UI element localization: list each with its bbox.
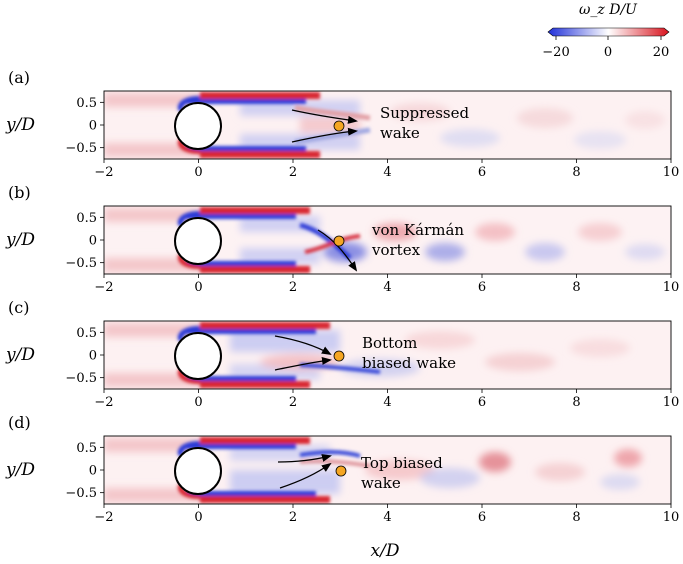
x-tick-label: 2 [289,165,297,180]
wake-annotation-line: Suppressed [380,104,469,122]
colorbar-label: ω_z D/U [579,2,638,18]
colorbar-tick-label: 0 [604,45,612,60]
panel-label: (d) [8,413,31,432]
y-axis-label: y/D [5,345,35,365]
x-tick-label: 6 [478,510,486,525]
wake-annotation-line: biased wake [362,354,456,372]
panel-c: (c) y/D [5,298,672,390]
x-tick-label: 8 [572,510,580,525]
cylinder [174,102,222,150]
y-axis-label: y/D [5,460,35,480]
probe-marker [333,350,345,362]
x-tick-label: 8 [572,165,580,180]
wake-annotation-line: von Kármán [371,221,464,239]
wake-annotation-line: wake [380,124,420,142]
flow-arrow [277,454,332,463]
y-tick-label: −0.5 [65,141,97,156]
y-tick-label: 0 [89,234,97,249]
y-tick-label: 0.5 [76,96,97,111]
colorbar-bar [547,27,670,37]
panel-b: (b) y/D [5,183,672,275]
flow-arrow [291,127,358,143]
x-tick-label: 10 [663,165,680,180]
flow-arrow [274,356,332,371]
y-axis-label: y/D [5,230,35,250]
x-tick-label: 2 [289,395,297,410]
x-tick-label: 6 [478,280,486,295]
x-tick-label: 6 [478,165,486,180]
x-tick-label: 4 [383,395,391,410]
panel-a: (a) y/D [5,68,672,160]
x-tick-label: 8 [572,395,580,410]
x-tick-label: 4 [383,280,391,295]
x-tick-label: 2 [289,280,297,295]
x-tick-label: 0 [194,510,202,525]
wake-annotation: von Kármán vortex [371,221,469,259]
wake-annotation-line: vortex [371,241,421,259]
x-tick-label: −2 [94,280,113,295]
x-tick-label: 0 [194,280,202,295]
cylinder [174,217,222,265]
wake-annotation-line: Top biased [361,454,443,472]
x-tick-label: −2 [94,395,113,410]
x-tick-label: 6 [478,395,486,410]
y-tick-label: −0.5 [65,256,97,271]
flow-arrow [291,109,358,124]
y-tick-label: −0.5 [65,371,97,386]
probe-marker [333,235,345,247]
x-tick-label: 4 [383,165,391,180]
cylinder [174,447,222,495]
y-tick-label: 0 [89,464,97,479]
y-tick-label: 0.5 [76,211,97,226]
flow-arrow [274,335,332,355]
x-tick-label: 0 [194,165,202,180]
x-axis-label: x/D [371,541,400,561]
axes-layer: −2 0 2 4 6 8 10 0.5 0 −0.5 −2 0 2 4 6 8 10 0.5 0 −0.5 −2 0 2 4 6… [65,96,679,525]
wake-annotation-line: wake [361,474,401,492]
wake-annotation: Bottom biased wake [362,334,456,372]
y-tick-label: 0 [89,349,97,364]
wake-annotation-line: Bottom [362,334,417,352]
colorbar-tick-label: −20 [542,45,569,60]
x-tick-label: 0 [194,395,202,410]
wake-annotation: Suppressed wake [380,104,474,142]
cylinder [174,332,222,380]
x-tick-label: −2 [94,510,113,525]
x-tick-label: 8 [572,280,580,295]
x-tick-label: 10 [663,395,680,410]
x-tick-label: 10 [663,280,680,295]
colorbar-tick-label: 20 [653,45,670,60]
x-tick-label: 4 [383,510,391,525]
flow-arrow [279,462,332,489]
probe-marker [333,120,345,132]
flow-arrow [317,229,358,272]
wake-annotation: Top biased wake [361,454,448,492]
x-tick-label: −2 [94,165,113,180]
x-tick-label: 10 [663,510,680,525]
x-tick-label: 2 [289,510,297,525]
y-tick-label: 0.5 [76,441,97,456]
y-tick-label: 0.5 [76,326,97,341]
colorbar: ω_z D/U −20 0 20 [542,2,670,60]
panel-label: (c) [8,298,29,317]
panel-label: (b) [8,183,31,202]
probe-marker [335,465,347,477]
panel-label: (a) [8,68,30,87]
y-tick-label: −0.5 [65,486,97,501]
panel-d: (d) y/D [5,413,672,505]
y-axis-label: y/D [5,115,35,135]
y-tick-label: 0 [89,119,97,134]
